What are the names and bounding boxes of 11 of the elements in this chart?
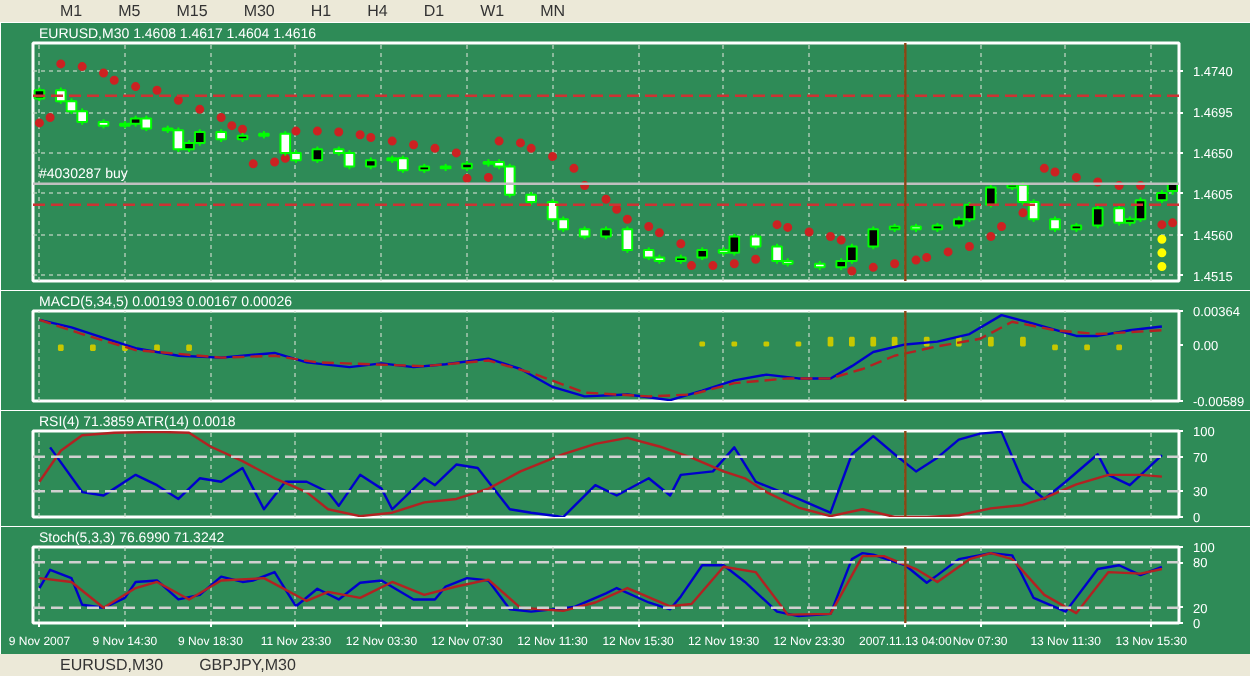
text: W1 xyxy=(480,2,505,20)
text: D1 xyxy=(423,2,445,20)
text: H1 xyxy=(310,2,332,20)
text: M15 xyxy=(176,2,208,20)
text: M5 xyxy=(118,2,141,20)
text: GBPJPY,M30 xyxy=(199,656,296,674)
text: EURUSD,M30 xyxy=(60,656,164,674)
text: MN xyxy=(540,2,566,20)
text: M30 xyxy=(243,2,275,20)
text: H4 xyxy=(367,2,388,20)
text: M1 xyxy=(60,2,83,20)
